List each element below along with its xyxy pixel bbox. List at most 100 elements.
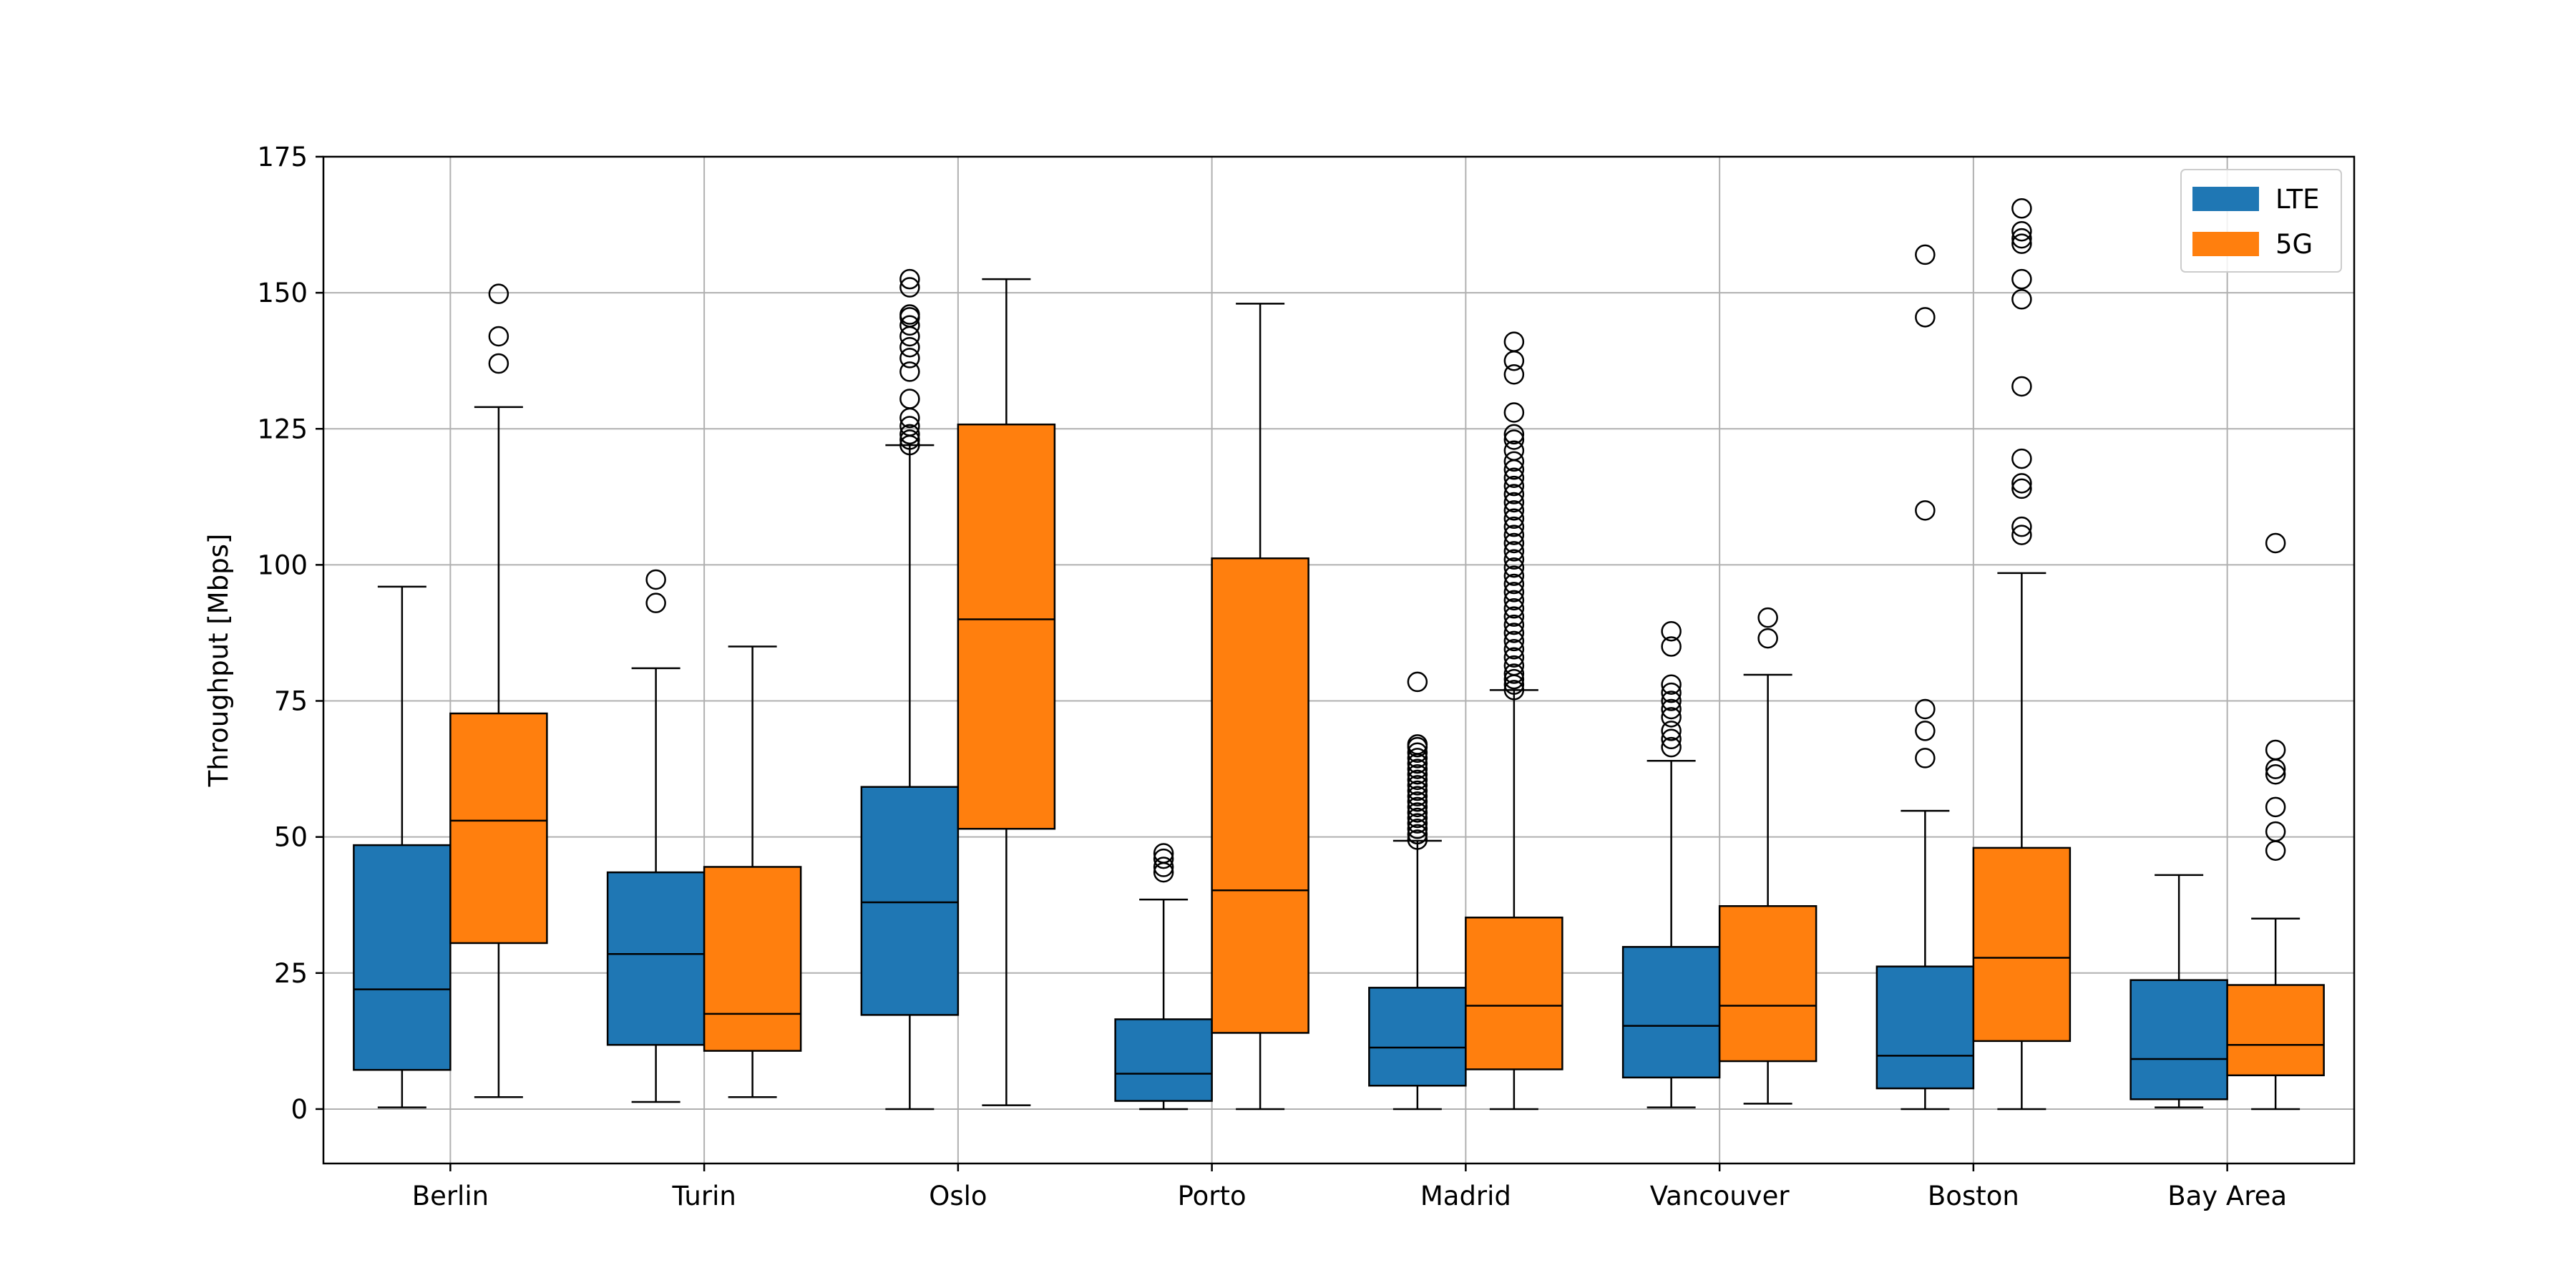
outlier-point <box>1503 623 1525 643</box>
outlier-point <box>899 424 920 445</box>
outlier-point <box>1503 668 1525 690</box>
iqr-box <box>1718 905 1818 1063</box>
outlier-point <box>1503 532 1525 554</box>
outlier-point <box>1407 780 1428 801</box>
outlier-point <box>2265 739 2286 761</box>
outlier-point <box>1503 440 1525 461</box>
outlier-point <box>1407 829 1428 850</box>
y-tick-label: 150 <box>257 278 308 308</box>
iqr-box <box>1465 916 1563 1070</box>
outlier-point <box>1661 682 1682 703</box>
outlier-point <box>1407 671 1428 693</box>
outlier-point <box>1503 424 1525 445</box>
outlier-point <box>2011 220 2032 242</box>
outlier-point <box>2011 525 2032 545</box>
y-tick-label: 25 <box>274 958 308 989</box>
x-tick-label: Berlin <box>412 1181 489 1211</box>
outlier-point <box>1407 758 1428 779</box>
outlier-point <box>645 569 666 590</box>
legend-swatch-5g <box>2192 232 2259 256</box>
outlier-point <box>1153 848 1174 869</box>
box-lte-boston <box>1875 244 1975 1111</box>
legend-swatch-lte <box>2192 187 2259 211</box>
outlier-point <box>1503 500 1525 521</box>
x-tick-label: Bay Area <box>2167 1181 2287 1211</box>
y-tick-label: 100 <box>257 550 308 580</box>
outlier-point <box>1407 763 1428 785</box>
outlier-point <box>2011 228 2032 249</box>
outlier-point <box>1503 557 1525 578</box>
outlier-point <box>1407 807 1428 829</box>
outlier-point <box>1407 769 1428 791</box>
outlier-point <box>2011 198 2032 219</box>
outlier-point <box>1503 549 1525 570</box>
outlier-point <box>2011 448 2032 469</box>
iqr-box <box>1368 987 1467 1087</box>
iqr-box <box>606 871 706 1046</box>
outlier-point <box>1407 786 1428 806</box>
outlier-point <box>1661 674 1682 695</box>
outlier-point <box>899 268 920 290</box>
outlier-point <box>1503 655 1525 676</box>
outlier-point <box>1407 824 1428 845</box>
x-tick-label: Vancouver <box>1650 1181 1790 1211</box>
iqr-box <box>2129 979 2228 1101</box>
outlier-point <box>1153 843 1174 864</box>
outlier-point <box>1407 813 1428 834</box>
outlier-point <box>1503 525 1525 545</box>
outlier-point <box>1661 691 1682 711</box>
outlier-point <box>1503 597 1525 619</box>
x-tick-label: Madrid <box>1420 1181 1511 1211</box>
box-lte-oslo <box>860 268 960 1111</box>
outlier-point <box>899 348 920 369</box>
outlier-point <box>1503 484 1525 504</box>
x-axis: Berlin Turin Oslo Porto Madrid Vancouver Bosto… <box>412 1163 2287 1211</box>
outlier-point <box>1915 748 1936 769</box>
outlier-point <box>2011 233 2032 254</box>
outlier-point <box>1503 680 1525 701</box>
outlier-point <box>1915 500 1936 521</box>
box-lte-madrid <box>1368 671 1467 1111</box>
outlier-point <box>2265 763 2286 785</box>
iqr-box <box>1621 946 1721 1079</box>
outlier-point <box>899 416 920 436</box>
box-lte-bay-area <box>2129 874 2228 1108</box>
y-axis-label: Throughput [Mbps] <box>203 534 234 788</box>
outlier-point <box>1503 508 1525 530</box>
box-5g-porto <box>1211 303 1309 1111</box>
iqr-box <box>1211 557 1309 1034</box>
outlier-point <box>1661 707 1682 728</box>
outlier-point <box>1661 698 1682 720</box>
outlier-point <box>2265 532 2286 554</box>
outlier-point <box>1503 541 1525 562</box>
outlier-point <box>1503 614 1525 635</box>
outlier-point <box>1915 721 1936 741</box>
legend-label-lte: LTE <box>2275 184 2320 215</box>
outlier-point <box>899 389 920 409</box>
outlier-point <box>1503 475 1525 497</box>
outlier-point <box>1503 582 1525 602</box>
outlier-point <box>2265 796 2286 818</box>
box-lte-turin <box>606 569 706 1103</box>
outlier-point <box>488 353 509 374</box>
outlier-point <box>1915 698 1936 720</box>
outlier-point <box>2265 821 2286 842</box>
outlier-point <box>645 592 666 613</box>
iqr-box <box>957 423 1056 830</box>
y-tick-label: 0 <box>291 1094 308 1125</box>
outlier-point <box>1661 736 1682 758</box>
outlier-point <box>1661 636 1682 657</box>
box-lte-vancouver <box>1621 620 1721 1108</box>
y-tick-label: 50 <box>274 822 308 853</box>
outlier-point <box>1661 728 1682 750</box>
iqr-box <box>1875 965 1975 1090</box>
outlier-point <box>1503 573 1525 595</box>
outlier-point <box>899 336 920 358</box>
outlier-point <box>2011 473 2032 494</box>
outlier-point <box>1503 516 1525 537</box>
outlier-point <box>1503 467 1525 488</box>
legend: LTE 5G <box>2180 169 2342 273</box>
box-lte-berlin <box>353 585 452 1108</box>
box-5g-vancouver <box>1718 607 1818 1105</box>
